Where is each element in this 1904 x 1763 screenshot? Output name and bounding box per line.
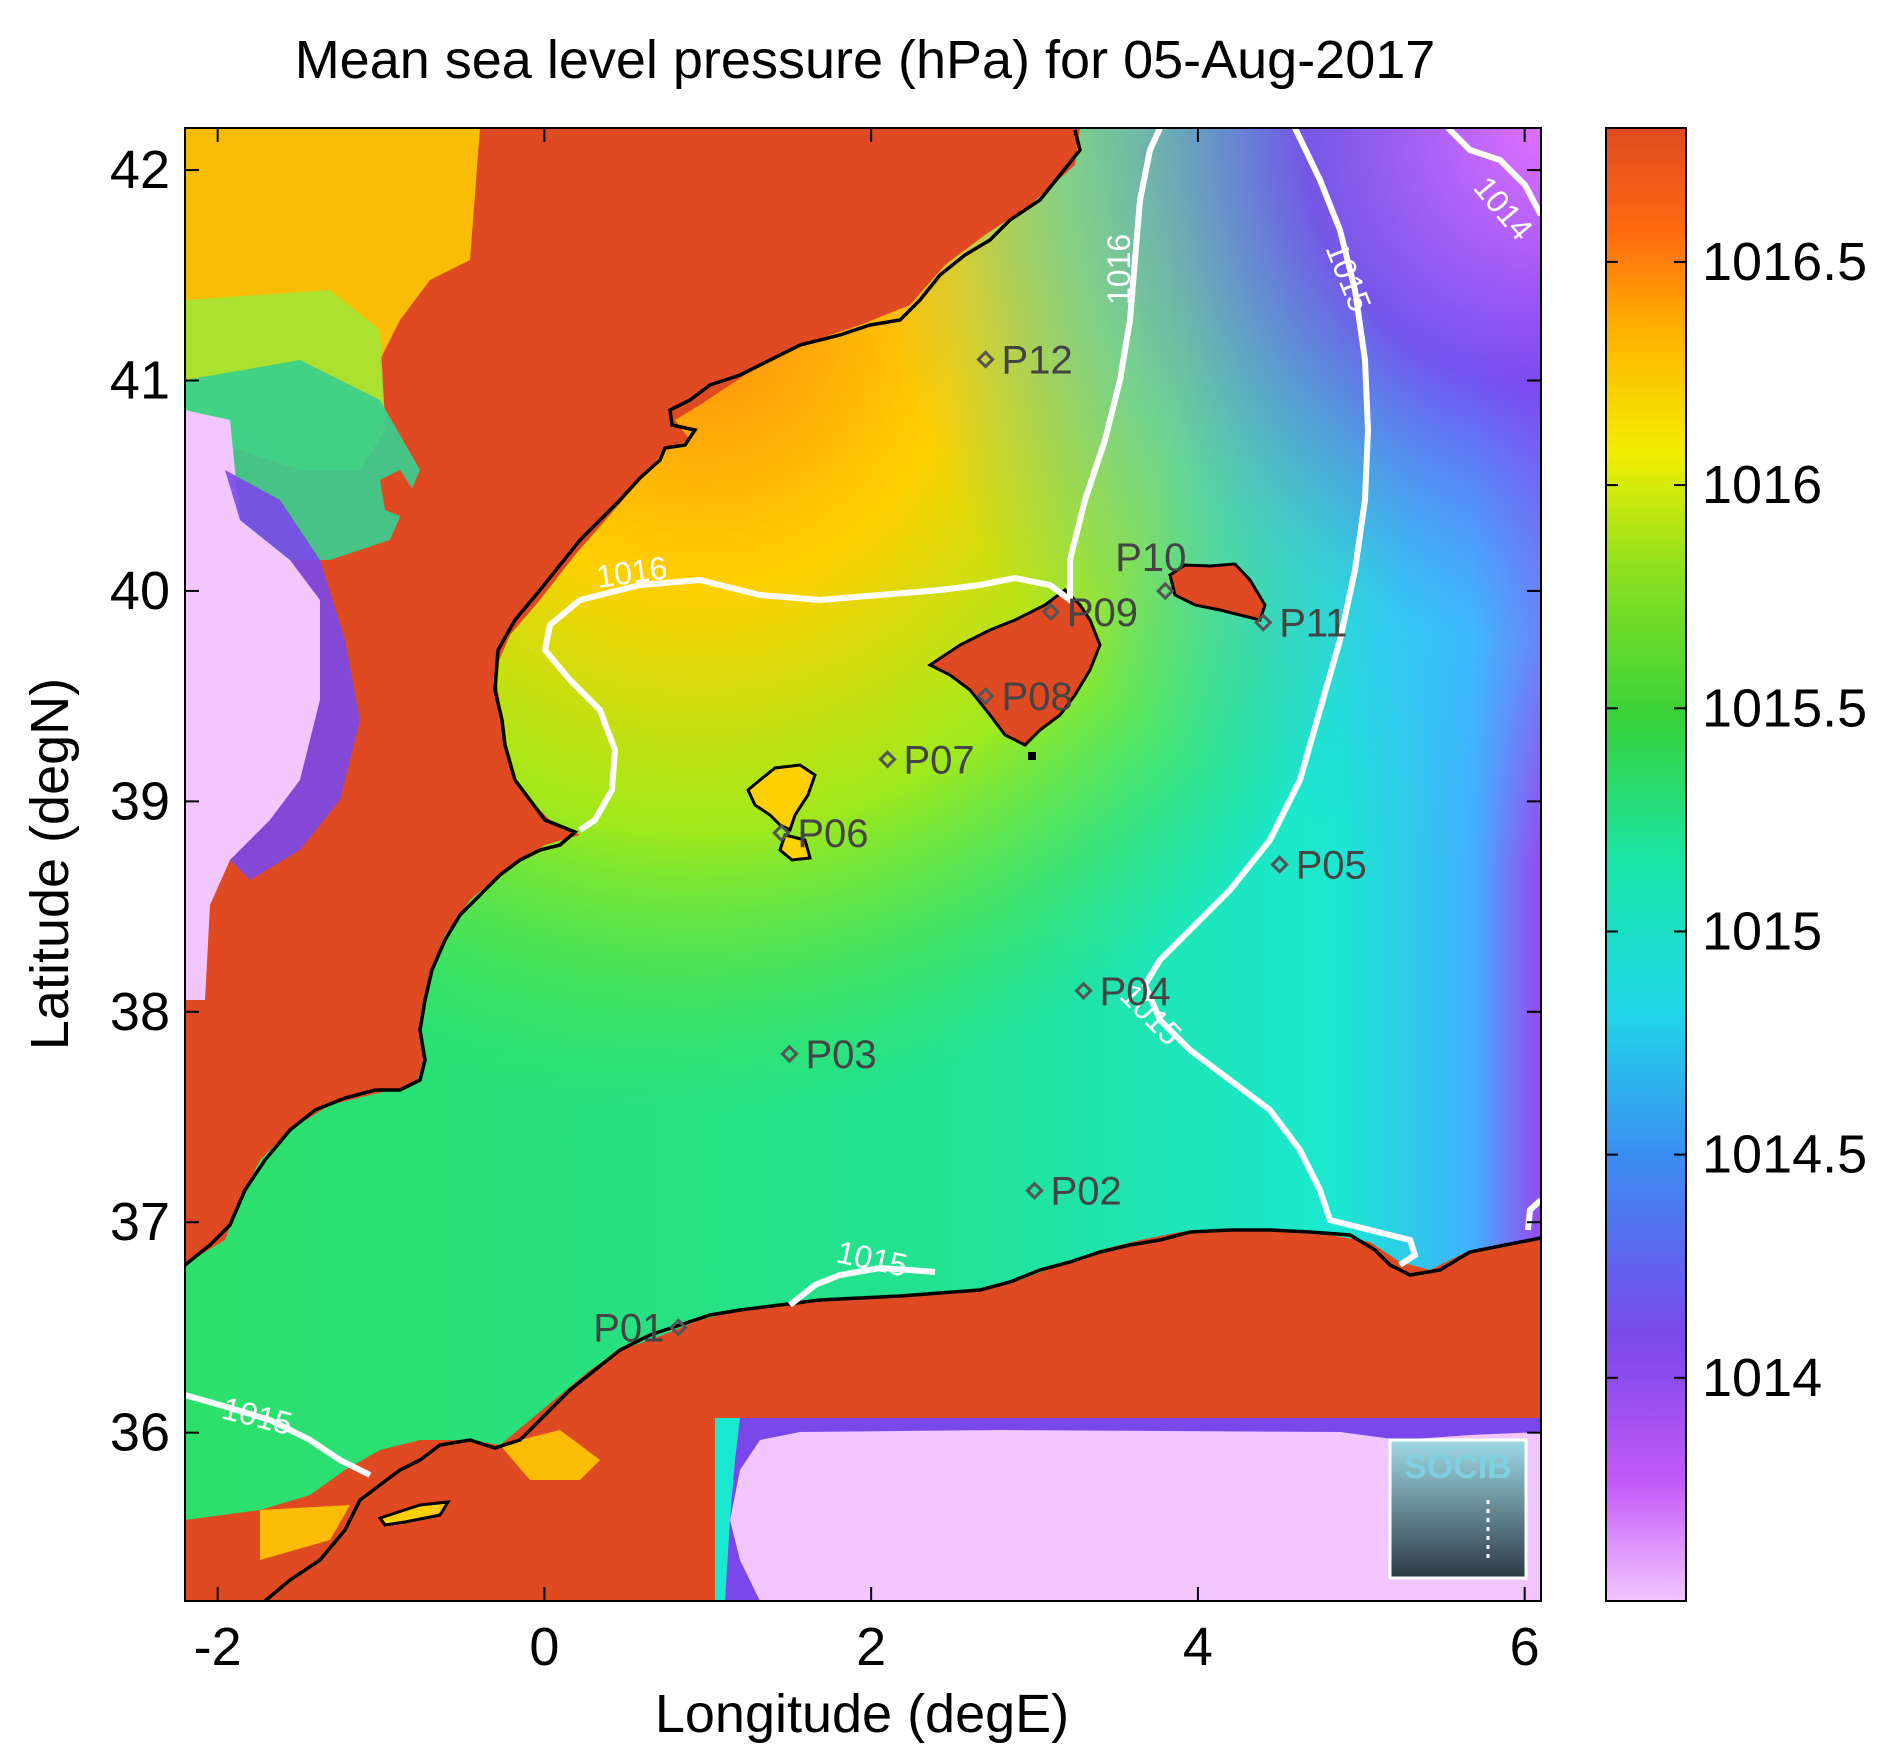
- socib-logo: SOCIB: [1388, 1438, 1528, 1580]
- station-p07: P07: [878, 738, 975, 782]
- station-label: P03: [805, 1033, 876, 1077]
- coastline-africa: [263, 1228, 1541, 1601]
- station-p04: P04: [1074, 970, 1171, 1014]
- station-p02: P02: [1025, 1170, 1122, 1214]
- isobar-1015-africa: [788, 1264, 936, 1308]
- station-label: P10: [1115, 536, 1186, 580]
- station-marker: [1156, 581, 1175, 601]
- station-p03: P03: [780, 1033, 877, 1077]
- isobar-1014: [1445, 128, 1541, 217]
- y-tick-label: 41: [110, 351, 170, 411]
- station-marker: [1074, 981, 1093, 1000]
- station-label: P05: [1296, 844, 1367, 888]
- y-tick-label: 37: [110, 1192, 170, 1252]
- colorbar-tick-label: 1016: [1702, 455, 1822, 515]
- x-tick-label: 2: [856, 1617, 886, 1677]
- station-label: P08: [1002, 675, 1073, 719]
- x-tick-label: 6: [1510, 1617, 1540, 1677]
- isobar-1015-sw: [185, 1392, 372, 1478]
- isobar-1016-north: [541, 597, 619, 833]
- station-label: P07: [904, 738, 975, 782]
- station-p09: P09: [1041, 591, 1138, 635]
- station-marker: [669, 1318, 688, 1337]
- station-p11: P11: [1254, 602, 1347, 646]
- x-tick-label: 4: [1183, 1617, 1213, 1677]
- x-axis-label: Longitude (degE): [655, 1684, 1069, 1744]
- isobar-1015-se: [1525, 1197, 1541, 1231]
- y-tick-label: 39: [110, 771, 170, 831]
- x-tick-label: 0: [529, 1617, 559, 1677]
- isobar-1016-mid: [579, 128, 1163, 606]
- colorbar-tick-label: 1015: [1702, 901, 1822, 961]
- colorbar: [1605, 127, 1687, 1602]
- station-label: P02: [1051, 1170, 1122, 1214]
- station-marker: [1270, 855, 1289, 874]
- station-label: P12: [1002, 338, 1073, 382]
- station-p01: P01: [593, 1306, 688, 1350]
- station-p06: P06: [772, 812, 868, 856]
- x-tick-label: -2: [194, 1617, 242, 1677]
- logo-text: SOCIB: [1404, 1448, 1512, 1486]
- station-label: P04: [1100, 970, 1171, 1014]
- station-label: P01: [593, 1306, 664, 1350]
- station-p12: P12: [976, 338, 1073, 382]
- station-label: P11: [1279, 602, 1347, 646]
- contour-label: 1016: [1101, 234, 1137, 305]
- station-label: P09: [1067, 591, 1138, 635]
- station-marker: [976, 350, 995, 369]
- station-marker: [772, 823, 791, 843]
- y-tick-label: 40: [110, 561, 170, 621]
- station-p08: P08: [976, 675, 1073, 719]
- station-marker: [1041, 602, 1061, 622]
- land-iberia: [185, 128, 1080, 1262]
- station-p10: P10: [1115, 536, 1186, 601]
- island-menorca: [1168, 562, 1267, 622]
- station-label: P06: [797, 812, 868, 856]
- colorbar-tick-label: 1016.5: [1702, 232, 1867, 292]
- colorbar-tick-label: 1015.5: [1702, 678, 1867, 738]
- colorbar-ticks: 1016.5 1016 1015.5 1015 1014.5 1014: [1606, 232, 1867, 1408]
- station-marker: [780, 1044, 799, 1064]
- isobars: [185, 128, 1541, 1478]
- x-axis: -2 0 2 4 6: [194, 128, 1540, 1677]
- station-marker: [1025, 1181, 1044, 1200]
- colorbar-tick-label: 1014: [1702, 1348, 1822, 1408]
- plot-frame: [184, 127, 1542, 1602]
- station-marker: [878, 750, 897, 769]
- station-marker: [1254, 613, 1273, 632]
- chart-title: Mean sea level pressure (hPa) for 05-Aug…: [295, 30, 1436, 90]
- pressure-field: 1016 1016 1015 1014 1015 1015 1015 SOCIB…: [185, 128, 1541, 1601]
- y-tick-label: 42: [110, 140, 170, 200]
- station-p05: P05: [1270, 844, 1367, 888]
- station-marker: [976, 686, 995, 706]
- y-axis-label: Latitude (degN): [20, 678, 80, 1050]
- island-mallorca: [927, 588, 1102, 747]
- island-ibiza: [746, 763, 817, 833]
- y-axis: 42 41 40 39 38 37 36: [110, 140, 1541, 1463]
- coastline-iberia: [185, 129, 1082, 1267]
- y-tick-label: 36: [110, 1403, 170, 1463]
- station-markers: P01 P02 P03 P04 P05 P06 P07 P08 P09 P10 P11 P12: [593, 338, 1367, 1350]
- isobar-1015-east: [1141, 128, 1419, 1268]
- y-tick-label: 38: [110, 982, 170, 1042]
- colorbar-tick-label: 1014.5: [1702, 1125, 1867, 1185]
